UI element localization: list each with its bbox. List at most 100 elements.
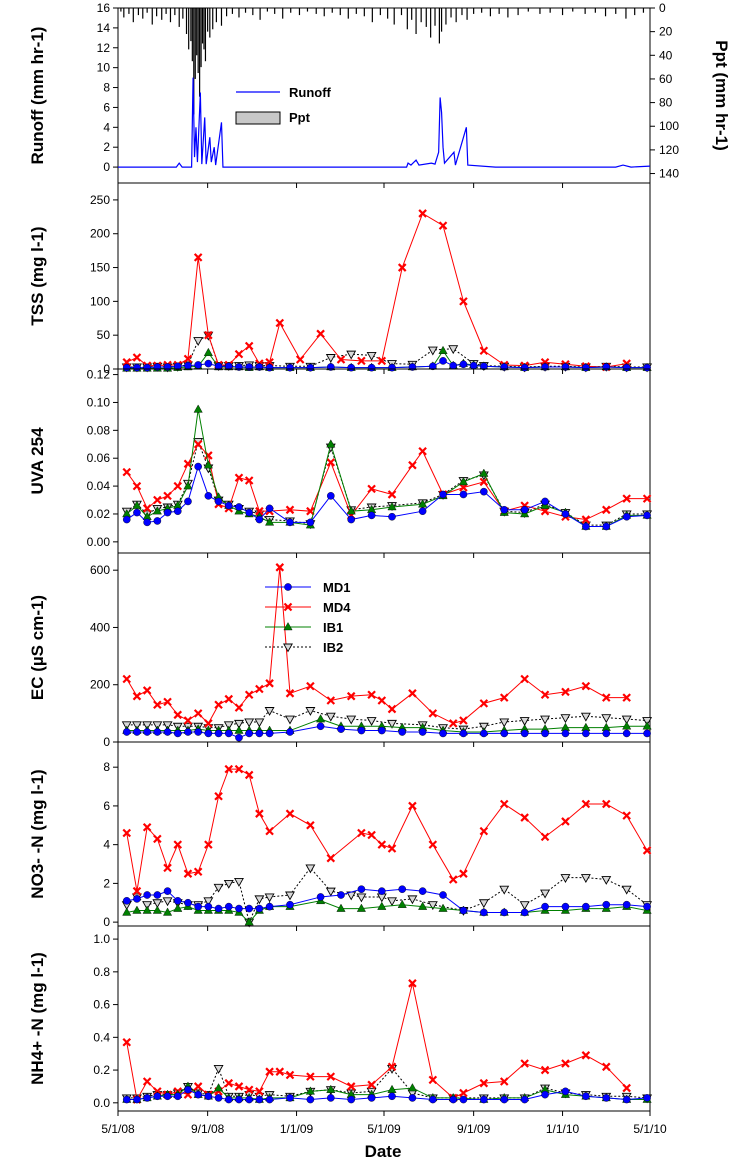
marker-ib2 (325, 887, 336, 897)
marker-ib1 (152, 506, 162, 515)
marker-md4 (520, 1059, 529, 1068)
series-md4 (122, 979, 631, 1104)
marker-md1 (286, 518, 294, 527)
y-tick-label: 1.0 (93, 932, 110, 946)
marker-md1 (439, 891, 447, 899)
marker-md4 (336, 355, 346, 364)
marker-md1 (153, 517, 162, 525)
y-tick-label: 0.4 (93, 1030, 110, 1044)
marker-md4 (540, 690, 550, 700)
y-tick-label: 12 (97, 41, 111, 55)
marker-md1 (194, 902, 202, 911)
marker-md4 (418, 209, 427, 218)
marker-md4 (306, 821, 315, 830)
panel-NO3-N: 0 2 4 6 8 NO3- -N (mg l-1) (28, 741, 653, 931)
marker-md4 (132, 481, 142, 491)
y-tick-label: 600 (90, 563, 110, 577)
y-tick-label: 150 (90, 261, 110, 275)
marker-md4 (581, 681, 591, 691)
marker-ib1 (397, 899, 407, 908)
marker-md1 (429, 362, 437, 371)
marker-ib1 (326, 1084, 336, 1093)
x-axis-label: Date (365, 1142, 402, 1161)
y-tick-label: 8 (103, 760, 110, 774)
marker-md4 (601, 505, 611, 515)
marker-md4 (601, 693, 611, 702)
marker-md1 (439, 357, 447, 365)
marker-md1 (388, 512, 396, 521)
marker-ib1 (387, 1084, 397, 1093)
marker-md1 (541, 1090, 549, 1099)
marker-md4 (367, 690, 376, 700)
marker-ib1 (479, 468, 489, 477)
legend-label-md4: MD4 (323, 600, 351, 615)
marker-ib1 (316, 714, 326, 723)
marker-md1 (153, 728, 162, 736)
marker-md1 (194, 462, 202, 471)
y2-tick-label: 80 (659, 96, 673, 110)
marker-md1 (286, 1094, 294, 1102)
marker-md1 (582, 363, 590, 372)
marker-ib1 (377, 901, 387, 910)
marker-md1 (582, 902, 590, 911)
marker-md4 (183, 716, 193, 725)
series-ib2 (121, 864, 653, 928)
marker-md1 (520, 729, 529, 738)
marker-md4 (540, 506, 550, 516)
marker-md4 (499, 1077, 509, 1086)
marker-ib2 (346, 350, 357, 360)
marker-ib2 (387, 897, 397, 907)
marker-md4 (234, 349, 244, 359)
marker-ib2 (499, 718, 510, 728)
y-tick-label: 0.08 (87, 423, 111, 437)
marker-ib1 (122, 907, 132, 916)
marker-md1 (245, 904, 253, 913)
marker-md4 (346, 691, 356, 701)
marker-ib2 (234, 878, 244, 887)
y-axis-label: UVA 254 (28, 427, 47, 495)
marker-md4 (561, 817, 570, 826)
marker-md4 (275, 318, 285, 328)
y-tick-label: 250 (90, 193, 110, 207)
marker-ib2 (223, 879, 234, 889)
marker-md1 (255, 1095, 264, 1104)
marker-md1 (224, 729, 233, 738)
marker-ib2 (427, 901, 438, 911)
marker-ib1 (458, 476, 468, 486)
marker-md1 (122, 1095, 131, 1104)
marker-md4 (387, 704, 397, 714)
marker-ib2 (162, 897, 173, 907)
marker-md4 (142, 504, 152, 513)
marker-md1 (561, 902, 570, 911)
y-tick-label: 0.10 (87, 395, 111, 409)
marker-ib2 (234, 719, 244, 729)
marker-md1 (235, 904, 243, 913)
y-tick-label: 200 (90, 227, 110, 241)
marker-md4 (326, 1072, 336, 1081)
marker-md1 (286, 363, 294, 372)
marker-ib2 (580, 874, 591, 884)
marker-md1 (153, 1092, 162, 1101)
marker-md4 (204, 330, 213, 340)
marker-md1 (255, 729, 264, 738)
y-tick-label: 16 (97, 1, 111, 15)
marker-md1 (378, 726, 386, 735)
y-tick-label: 0.8 (93, 965, 110, 979)
marker-md1 (163, 887, 172, 895)
marker-md4 (285, 1070, 295, 1080)
marker-md1 (449, 361, 458, 370)
y-axis-label: NH4+ -N (mg l-1) (28, 952, 47, 1085)
marker-md4 (163, 491, 172, 501)
legend-ppt-label: Ppt (289, 110, 311, 125)
marker-ib2 (601, 714, 612, 724)
y-axis-label: Runoff (mm hr-1) (28, 27, 47, 165)
x-tick-label: 5/1/09 (367, 1122, 401, 1136)
marker-md4 (316, 329, 325, 339)
marker-ib1 (152, 905, 162, 914)
marker-md1 (286, 900, 294, 909)
marker-md4 (357, 356, 366, 366)
marker-md1 (255, 904, 264, 913)
y-tick-label: 200 (90, 678, 110, 692)
marker-md1 (337, 891, 345, 899)
marker-md1 (388, 363, 396, 372)
